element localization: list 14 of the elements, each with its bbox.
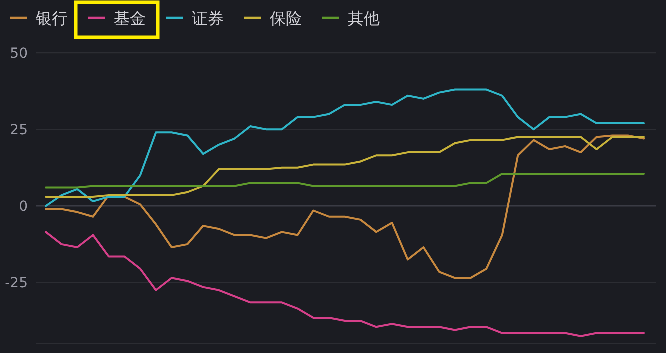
y-tick-label: 50 [10, 46, 28, 62]
line-series [45, 134, 645, 280]
legend-label: 保险 [270, 9, 302, 28]
y-tick-label: -25 [5, 276, 28, 292]
y-tick-label: 25 [10, 122, 28, 139]
legend-label: 其他 [348, 9, 380, 28]
legend-label: 银行 [35, 9, 68, 28]
line-series [45, 136, 645, 198]
y-tick-label: 0 [19, 199, 28, 216]
line-series [45, 231, 645, 338]
line-series [45, 88, 645, 208]
legend-label: 基金 [114, 9, 146, 28]
legend-label: 证券 [192, 9, 224, 28]
line-series [45, 172, 645, 189]
